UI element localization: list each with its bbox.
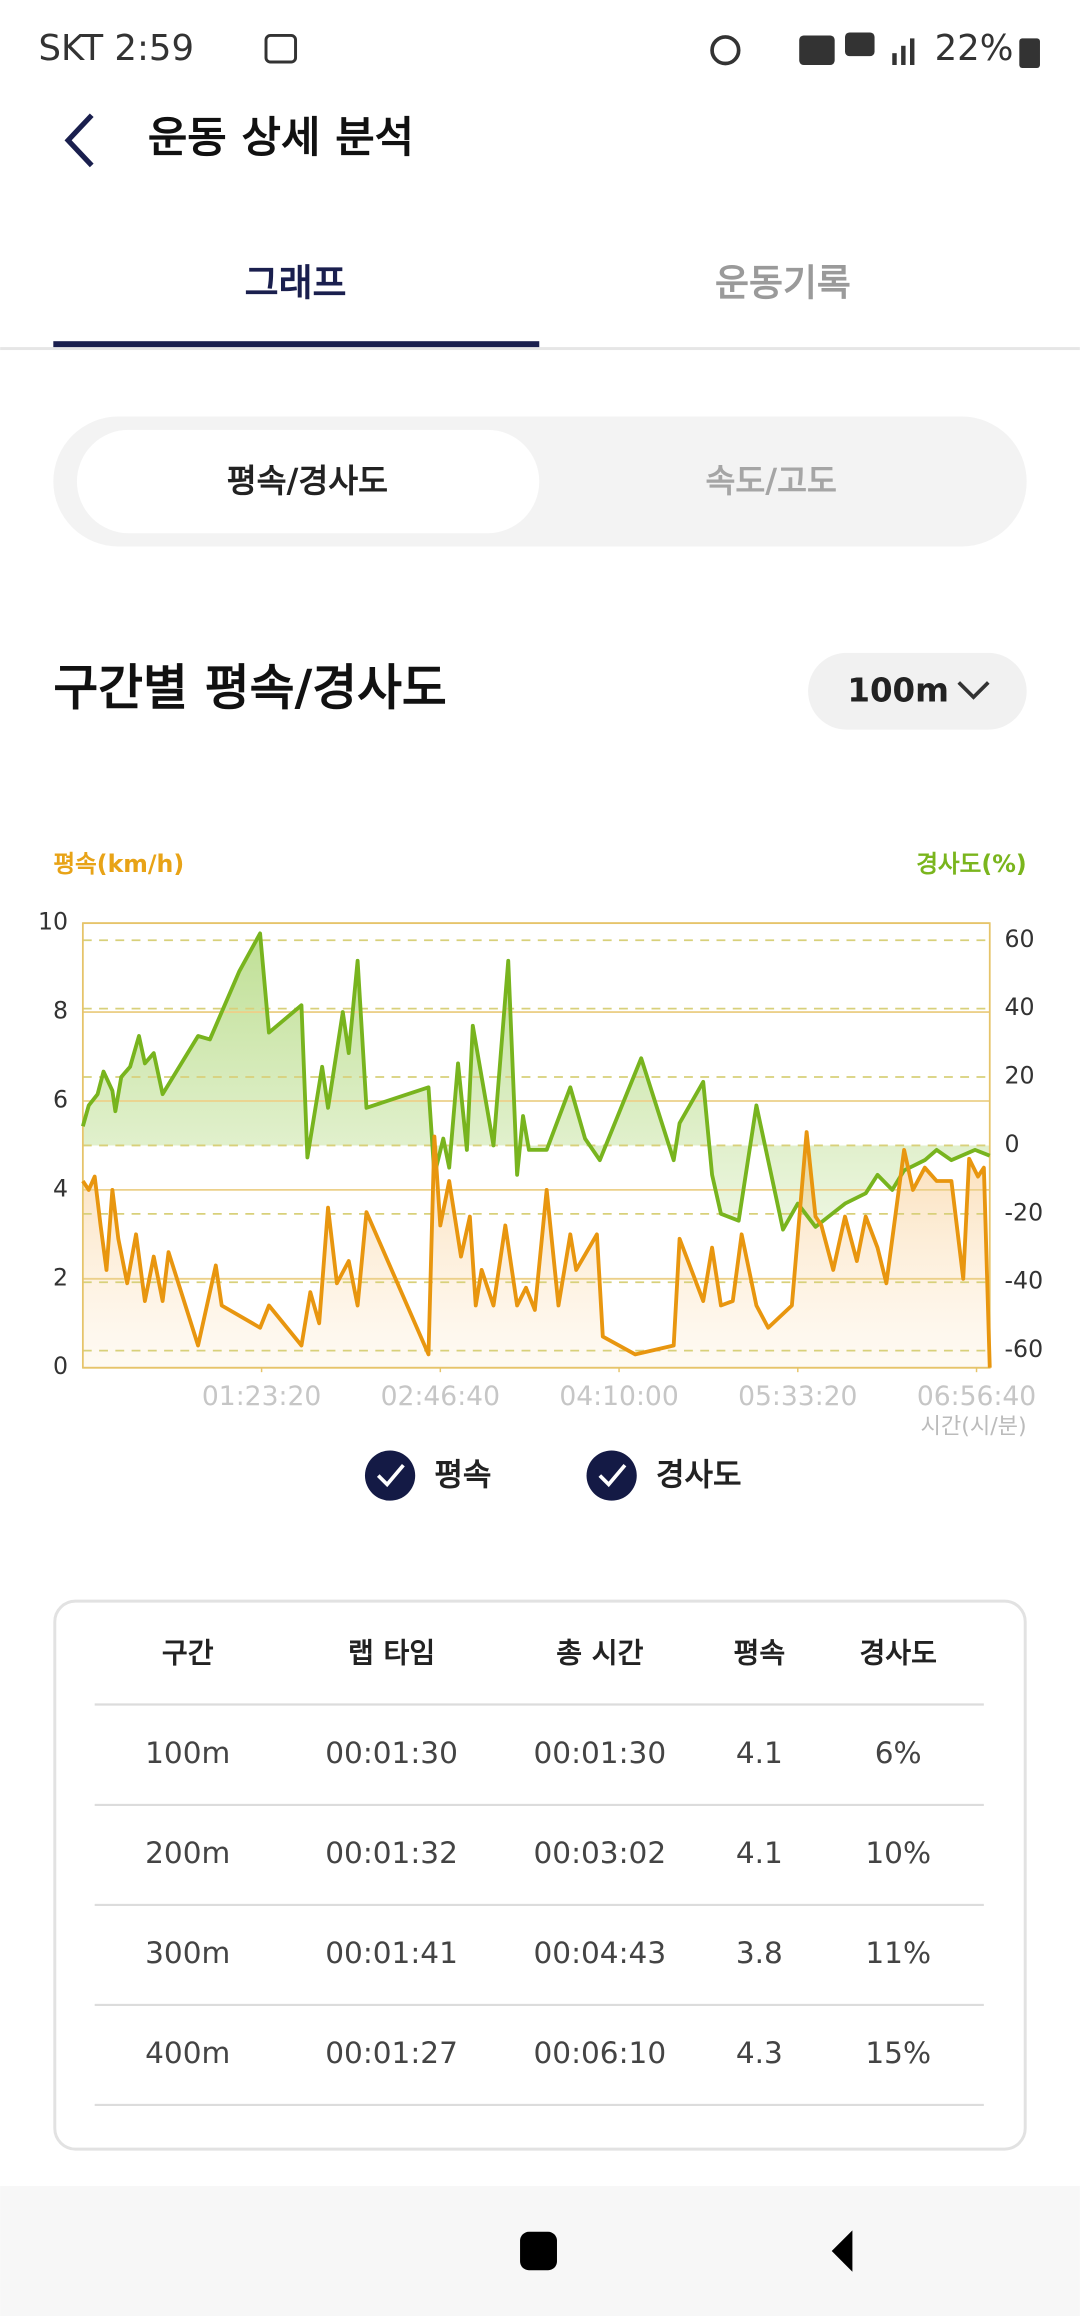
header-title: 운동 상세 분석 <box>148 113 414 163</box>
plot-border <box>81 922 991 1369</box>
dropdown-label: 100m <box>847 672 949 710</box>
table-cell: 00:01:27 <box>325 2036 458 2070</box>
tab-indicator <box>53 341 540 348</box>
y-tick-label: 2 <box>53 1263 68 1291</box>
table-header: 경사도 <box>859 1636 936 1669</box>
table-cell: 00:04:43 <box>533 1936 666 1970</box>
table-cell: 4.3 <box>736 2036 783 2070</box>
y-tick-label: 8 <box>53 997 68 1025</box>
y-axis-label: 평속(km/h) <box>53 850 184 878</box>
status-carrier-time: SKT 2:59 <box>39 28 194 69</box>
y2-tick-label: 20 <box>1005 1062 1035 1090</box>
table-cell: 100m <box>145 1736 230 1770</box>
section-title: 구간별 평속/경사도 <box>53 660 446 716</box>
legend-label: 평속 <box>434 1458 491 1494</box>
table-cell: 00:03:02 <box>533 1836 666 1870</box>
table-cell: 00:06:10 <box>533 2036 666 2070</box>
x-axis-label: 시간(시/분) <box>920 1413 1026 1439</box>
y-tick-label: 0 <box>53 1352 68 1380</box>
table-cell: 6% <box>875 1736 922 1770</box>
y2-tick-label: -20 <box>1005 1198 1044 1226</box>
segment-speed-slope[interactable]: 평속/경사도 <box>227 462 388 500</box>
tab-graph[interactable]: 그래프 <box>245 262 347 305</box>
status-battery: 22% <box>935 28 1014 69</box>
y-tick-label: 10 <box>38 908 68 936</box>
x-tick-label: 02:46:40 <box>381 1381 500 1412</box>
tab-records[interactable]: 운동기록 <box>715 262 851 305</box>
table-cell: 00:01:30 <box>533 1736 666 1770</box>
table-card <box>53 1599 1027 2151</box>
y2-tick-label: -60 <box>1005 1335 1044 1363</box>
y2-axis-label: 경사도(%) <box>916 850 1026 878</box>
y-tick-label: 4 <box>53 1174 68 1202</box>
table-header: 구간 <box>162 1636 214 1669</box>
x-tick-label: 06:56:40 <box>917 1381 1036 1412</box>
chart: 평속(km/h) 경사도(%) 시간(시/분) 0 2 4 6 8 10 -60 -40 -20 0 20… <box>38 850 1043 1501</box>
legend-checkbox[interactable] <box>364 1450 416 1501</box>
table-cell: 4.1 <box>736 1736 783 1770</box>
table-cell: 15% <box>865 2036 931 2070</box>
legend-check <box>598 1464 627 1488</box>
table-cell: 3.8 <box>736 1936 783 1970</box>
back-button[interactable] <box>64 113 94 168</box>
table-cell: 200m <box>145 1836 230 1870</box>
table-header: 총 시간 <box>556 1636 643 1669</box>
table-cell: 11% <box>865 1936 931 1970</box>
table-cell: 400m <box>145 2036 230 2070</box>
segment-active <box>76 429 540 534</box>
legend-label: 경사도 <box>656 1458 742 1494</box>
legend-checkbox[interactable] <box>586 1450 637 1501</box>
status-icons <box>264 32 1040 68</box>
table-cell: 00:01:41 <box>325 1936 458 1970</box>
y2-tick-label: 40 <box>1005 993 1035 1021</box>
dropdown-chevron <box>957 681 990 700</box>
y-tick-label: 6 <box>53 1085 68 1113</box>
line <box>81 931 991 1232</box>
table-cell: 00:01:30 <box>325 1736 458 1770</box>
y2-tick-label: 60 <box>1005 925 1035 953</box>
nav-home[interactable] <box>520 2231 557 2271</box>
dropdown[interactable] <box>808 652 1027 730</box>
tab-divider <box>0 347 1080 351</box>
area <box>82 1132 990 1368</box>
line <box>81 1130 992 1368</box>
area <box>82 933 990 1230</box>
table-cell: 10% <box>865 1836 931 1870</box>
table-cell: 4.1 <box>736 1836 783 1870</box>
table-header: 평속 <box>734 1636 786 1669</box>
y2-tick-label: 0 <box>1005 1130 1020 1158</box>
segment-speed-altitude[interactable]: 속도/고도 <box>705 462 836 500</box>
x-tick-label: 04:10:00 <box>559 1381 678 1412</box>
legend-check <box>376 1464 405 1488</box>
nav-back[interactable] <box>831 2230 853 2272</box>
x-tick-label: 01:23:20 <box>202 1381 321 1412</box>
y2-tick-label: -40 <box>1005 1267 1044 1295</box>
table-cell: 00:01:32 <box>325 1836 458 1870</box>
x-tick-label: 05:33:20 <box>738 1381 857 1412</box>
table-cell: 300m <box>145 1936 230 1970</box>
table-header: 랩 타임 <box>348 1636 435 1669</box>
